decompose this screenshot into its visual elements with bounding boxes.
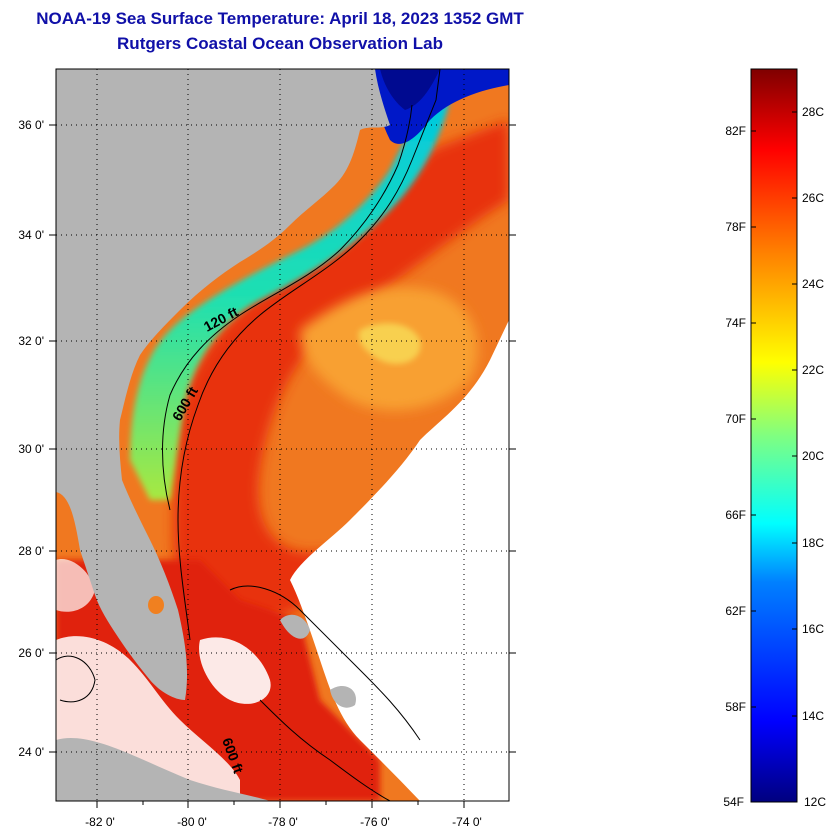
lat-label-24: 24 0' <box>18 745 44 759</box>
axis-ticks <box>49 124 516 808</box>
colorbar-c-20: 20C <box>802 449 824 463</box>
lon-label-82: -82 0' <box>85 815 115 829</box>
lon-label-74: -74 0' <box>452 815 482 829</box>
gulf-stream-core <box>173 120 509 640</box>
contour-120ft <box>162 104 413 511</box>
lat-label-26: 26 0' <box>18 646 44 660</box>
map-subtitle: Rutgers Coastal Ocean Observation Lab <box>117 34 443 53</box>
land-bahamas <box>280 614 310 639</box>
lake-okeechobee <box>148 596 164 614</box>
colorbar-gradient <box>750 68 798 803</box>
colorbar-c-26: 26C <box>802 191 824 205</box>
colorbar-c-24: 24C <box>802 277 824 291</box>
lon-label-78: -78 0' <box>268 815 298 829</box>
lat-label-30: 30 0' <box>18 442 44 456</box>
map-title: NOAA-19 Sea Surface Temperature: April 1… <box>36 9 524 28</box>
lon-label-76: -76 0' <box>360 815 390 829</box>
colorbar-f-58: 58F <box>725 700 746 714</box>
colorbar-ticks <box>751 111 797 717</box>
cloud-cover-east <box>290 320 509 801</box>
lon-label-80: -80 0' <box>177 815 207 829</box>
colorbar-c-22: 22C <box>802 363 824 377</box>
colorbar-c-16: 16C <box>802 622 824 636</box>
colorbar-c-18: 18C <box>802 536 824 550</box>
colorbar-f-78: 78F <box>725 220 746 234</box>
map-frame <box>55 68 510 802</box>
lat-label-34: 34 0' <box>18 228 44 242</box>
colorbar-c-14: 14C <box>802 709 824 723</box>
colorbar-f-66: 66F <box>725 508 746 522</box>
lat-label-28: 28 0' <box>18 544 44 558</box>
eddy-core <box>358 323 421 364</box>
contour-600ft <box>177 69 441 641</box>
lat-label-32: 32 0' <box>18 334 44 348</box>
colorbar-c-12: 12C <box>804 795 826 809</box>
lat-label-36: 36 0' <box>18 118 44 132</box>
colorbar-f-74: 74F <box>725 316 746 330</box>
colorbar-f-82: 82F <box>725 124 746 138</box>
graticule <box>56 69 509 801</box>
colorbar-c-28: 28C <box>802 105 824 119</box>
colorbar-f-54: 54F <box>723 795 744 809</box>
sst-image <box>56 69 509 801</box>
colorbar-f-62: 62F <box>725 604 746 618</box>
colorbar-f-70: 70F <box>725 412 746 426</box>
land-southeast-us <box>56 69 390 700</box>
land-cuba <box>56 738 270 801</box>
shelf-cold-water <box>130 100 450 500</box>
